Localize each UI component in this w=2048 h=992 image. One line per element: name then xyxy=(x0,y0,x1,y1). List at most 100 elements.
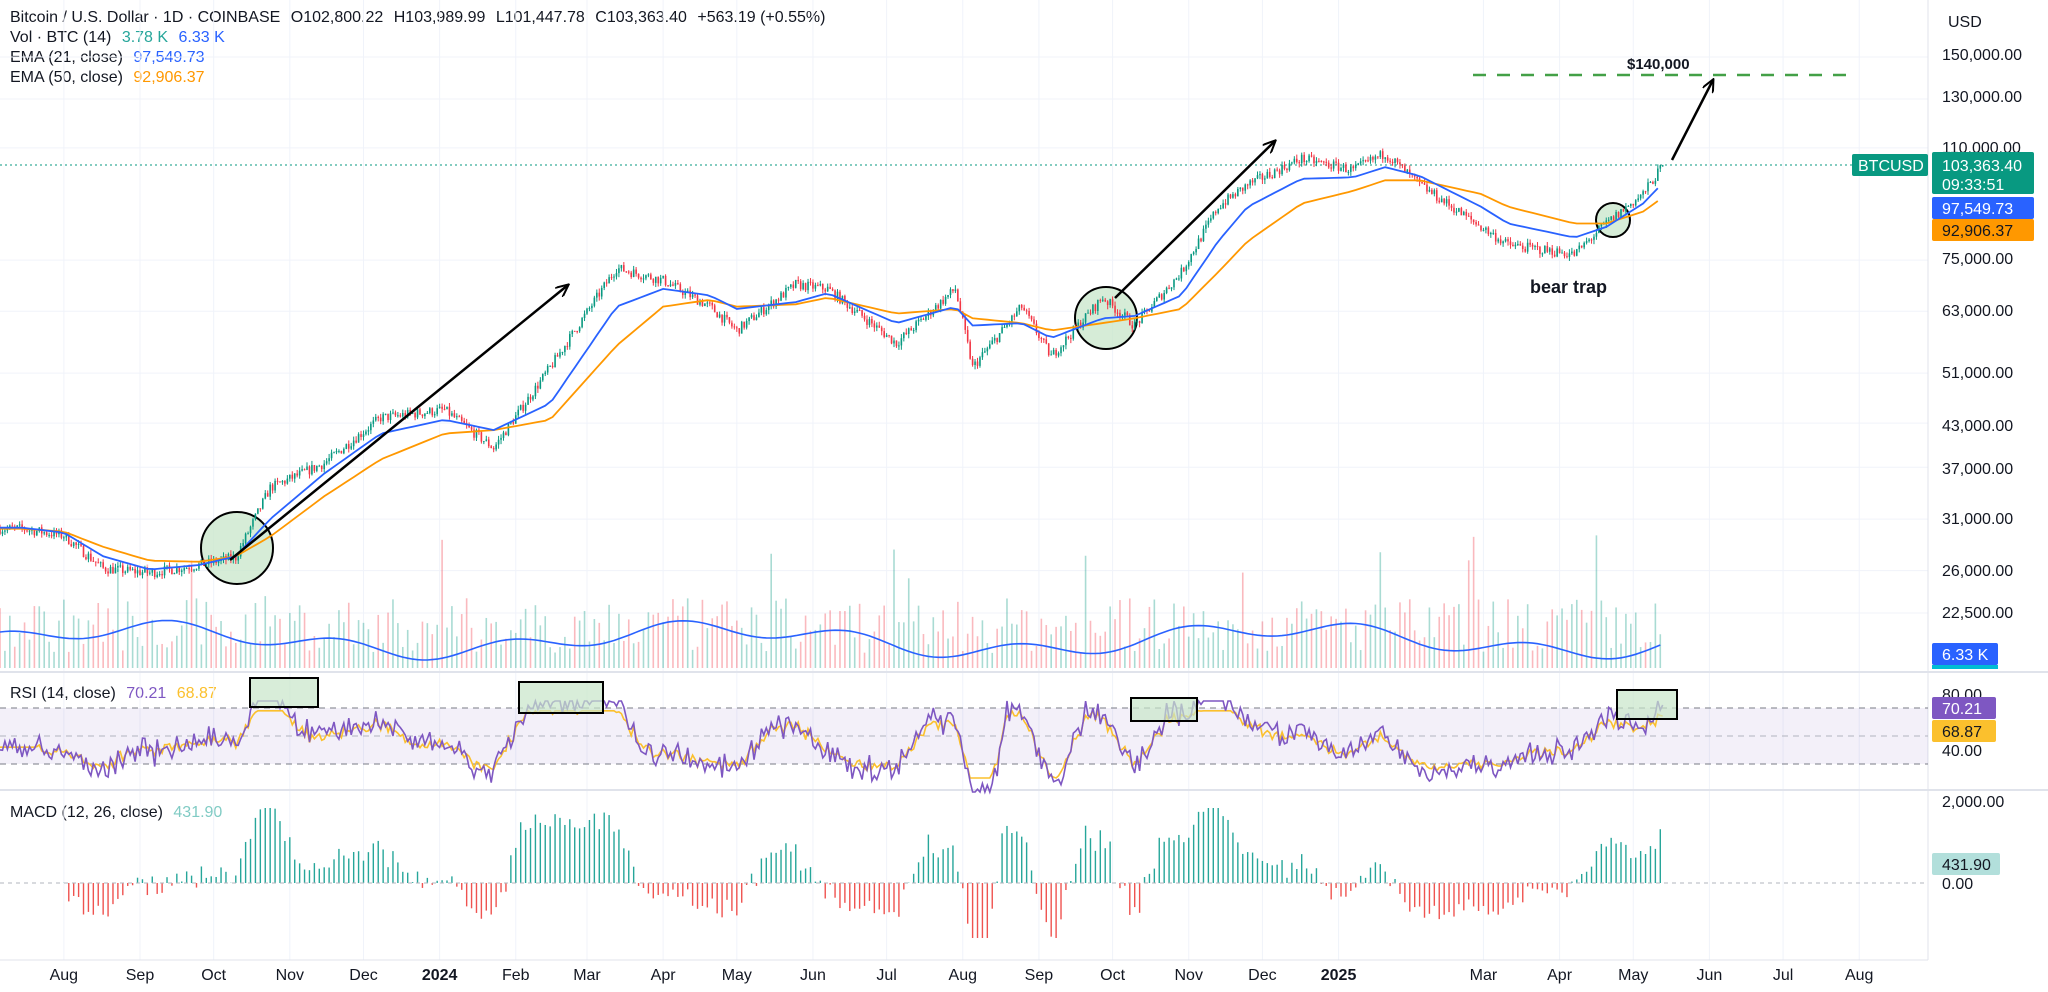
candle-body xyxy=(1556,248,1558,257)
rsi-box-1[interactable] xyxy=(249,677,319,708)
candle-body xyxy=(195,568,198,570)
candle-body xyxy=(866,319,868,325)
volume-bar xyxy=(1654,603,1657,668)
candle-body xyxy=(1323,161,1325,163)
macd-bar xyxy=(161,883,163,893)
last-price-badge[interactable] xyxy=(1932,152,2034,194)
ema50-badge[interactable] xyxy=(1932,219,2034,241)
macd-bar xyxy=(849,883,851,912)
macd-legend[interactable]: MACD (12, 26, close) 431.90 xyxy=(10,803,228,823)
macd-bar xyxy=(426,877,429,883)
time-tick: Apr xyxy=(651,967,677,984)
candle-body xyxy=(964,317,967,330)
candle-body xyxy=(1006,324,1008,327)
candle-body xyxy=(1644,191,1647,193)
volume-bar xyxy=(234,642,237,668)
candle-body xyxy=(1249,180,1251,186)
candle-body xyxy=(1094,304,1097,311)
volume-bar xyxy=(888,644,890,668)
candle-body xyxy=(868,319,871,325)
macd-bar xyxy=(750,873,753,883)
volume-bar xyxy=(1281,645,1283,668)
candle-body xyxy=(63,537,65,539)
candle-body xyxy=(1504,239,1507,242)
rsi-badge[interactable] xyxy=(1932,697,1996,719)
volume-bar xyxy=(1512,647,1514,668)
macd-badge[interactable] xyxy=(1932,853,2000,875)
candle-body xyxy=(915,321,917,331)
candle-body xyxy=(82,545,85,558)
candle-body xyxy=(551,365,554,368)
candle-body xyxy=(16,525,18,527)
volume-bar xyxy=(1016,624,1018,668)
candle-body xyxy=(99,562,102,564)
macd-bar xyxy=(549,826,551,883)
rsi-box-4[interactable] xyxy=(1616,689,1678,720)
macd-bar xyxy=(357,851,360,883)
macd-bar xyxy=(1296,868,1298,883)
volume-bar xyxy=(1595,535,1598,668)
time-axis[interactable]: Aug Sep Oct Nov Dec 2024 Feb Mar Apr May Jun Jul Aug… xyxy=(50,967,1874,984)
ema50-legend[interactable]: EMA (50, close) 92,906.37 xyxy=(10,68,831,88)
breakout-circle-3[interactable] xyxy=(1595,202,1631,238)
rsi-ma-badge[interactable] xyxy=(1932,720,1996,742)
candle-body xyxy=(898,345,900,347)
macd-bar xyxy=(225,871,227,883)
candle-body xyxy=(306,466,308,470)
macd-bar xyxy=(790,851,792,883)
rsi-box-2[interactable] xyxy=(518,681,604,714)
trend-arrow-2[interactable] xyxy=(1114,141,1275,299)
rsi-badge-text: 70.21 xyxy=(1942,701,1982,718)
macd-bar xyxy=(1359,875,1362,883)
trend-arrow-1[interactable] xyxy=(229,285,568,561)
macd-bar xyxy=(893,883,895,913)
breakout-circle-1[interactable] xyxy=(200,511,274,585)
candle-body xyxy=(674,283,677,286)
candle-body xyxy=(541,374,544,381)
volume-bar xyxy=(131,615,134,668)
candle-body xyxy=(1330,167,1332,169)
ema50-badge-text: 92,906.37 xyxy=(1942,223,2013,240)
volume-bar xyxy=(966,633,969,668)
volume-bar xyxy=(490,623,493,668)
volume-bar xyxy=(942,610,944,668)
target-arrow[interactable] xyxy=(1670,80,1713,161)
candle-body xyxy=(303,469,306,471)
candle-body xyxy=(92,560,95,562)
rsi-legend[interactable]: RSI (14, close) 70.21 68.87 xyxy=(10,684,223,704)
volume-badge[interactable] xyxy=(1932,643,1998,665)
candle-body xyxy=(397,415,399,417)
symbol-title[interactable]: Bitcoin / U.S. Dollar · 1D · COINBASE xyxy=(10,9,281,26)
candle-body xyxy=(1251,180,1254,183)
candle-body xyxy=(1357,163,1359,166)
macd-tick: 0.00 xyxy=(1942,876,1973,893)
macd-bar xyxy=(1222,816,1224,883)
candle-body xyxy=(433,414,436,416)
candle-body xyxy=(1460,208,1463,216)
candle-body xyxy=(1428,189,1431,192)
volume-bar xyxy=(996,628,998,668)
macd-bar xyxy=(1202,811,1205,883)
trend-arrows[interactable] xyxy=(229,80,1713,561)
candle-body xyxy=(711,302,714,306)
candle-body xyxy=(1077,322,1080,328)
ema21-badge[interactable] xyxy=(1932,197,2034,219)
rsi-box-3[interactable] xyxy=(1130,697,1198,722)
macd-bar xyxy=(1266,863,1269,883)
symbol-badge[interactable] xyxy=(1852,154,1928,176)
volume-bar xyxy=(588,641,591,668)
candle-body xyxy=(384,413,387,415)
candle-body xyxy=(944,296,947,304)
candle-body xyxy=(767,305,770,311)
volume-bar xyxy=(225,646,227,668)
volume-bar xyxy=(210,614,213,668)
volume-bar xyxy=(750,607,753,668)
candle-body xyxy=(1639,194,1642,199)
candle-body xyxy=(527,396,529,405)
currency-label[interactable]: USD xyxy=(1948,14,1982,31)
candle-body xyxy=(1101,299,1104,301)
candle-body xyxy=(790,284,792,287)
rsi-highlight-boxes[interactable] xyxy=(249,677,1678,722)
macd-bar xyxy=(195,883,198,888)
